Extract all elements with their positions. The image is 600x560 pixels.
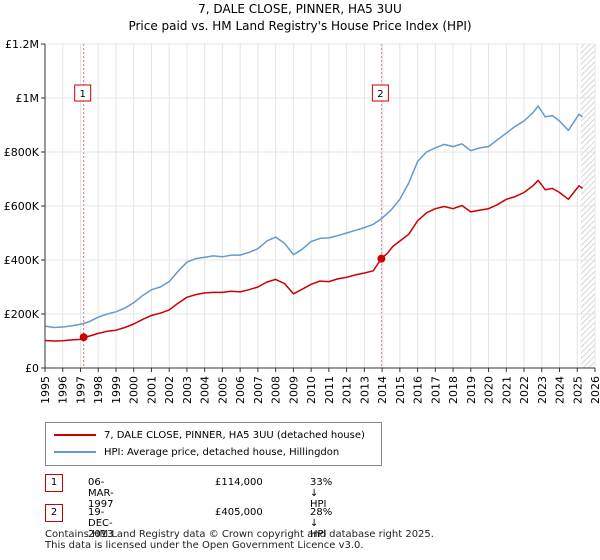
y-tick-label: £1.2M — [5, 38, 39, 51]
x-tick-label: 2005 — [216, 376, 229, 404]
transaction-price: £405,000 — [215, 507, 263, 518]
x-tick-label: 2015 — [394, 376, 407, 404]
footer: Contains HM Land Registry data © Crown c… — [45, 529, 434, 551]
x-tick-label: 2000 — [128, 376, 141, 404]
x-tick-label: 1999 — [110, 376, 123, 404]
x-tick-label: 2020 — [483, 376, 496, 404]
footer-copyright: Contains HM Land Registry data © Crown c… — [45, 529, 434, 540]
sale-point — [79, 333, 88, 342]
legend-item-property: 7, DALE CLOSE, PINNER, HA5 3UU (detached… — [54, 427, 365, 443]
x-tick-label: 2019 — [465, 376, 478, 404]
y-tick-label: £1M — [16, 92, 40, 105]
x-tick-label: 2007 — [252, 376, 265, 404]
x-tick-label: 1998 — [92, 376, 105, 404]
x-tick-label: 2008 — [270, 376, 283, 404]
x-tick-label: 1995 — [39, 376, 52, 404]
x-tick-label: 2018 — [447, 376, 460, 404]
marker-label: 2 — [377, 89, 383, 100]
legend-label-property: 7, DALE CLOSE, PINNER, HA5 3UU (detached… — [104, 429, 365, 441]
y-tick-label: £600K — [4, 200, 40, 213]
y-tick-label: £200K — [4, 308, 40, 321]
x-tick-label: 2014 — [376, 376, 389, 404]
marker-label: 1 — [79, 89, 85, 100]
legend-swatch-hpi — [54, 451, 96, 453]
legend-swatch-property — [54, 434, 96, 436]
x-tick-label: 2009 — [287, 376, 300, 404]
x-tick-label: 2004 — [199, 376, 212, 404]
y-tick-label: £0 — [25, 362, 39, 375]
x-tick-label: 2003 — [181, 376, 194, 404]
x-tick-label: 2017 — [429, 376, 442, 404]
chart-subtitle: Price paid vs. HM Land Registry's House … — [128, 19, 472, 33]
transaction-number-badge: 2 — [45, 504, 63, 522]
x-tick-label: 1997 — [74, 376, 87, 404]
legend: 7, DALE CLOSE, PINNER, HA5 3UU (detached… — [45, 422, 382, 466]
transaction-number-badge: 1 — [45, 474, 63, 492]
hpi-line — [44, 105, 584, 329]
x-tick-label: 2001 — [145, 376, 158, 404]
x-tick-label: 2025 — [571, 376, 584, 404]
chart-title: 7, DALE CLOSE, PINNER, HA5 3UU — [198, 2, 402, 16]
x-tick-label: 2013 — [358, 376, 371, 404]
x-tick-label: 2023 — [536, 376, 549, 404]
marker-label-box — [74, 84, 92, 102]
x-tick-label: 1996 — [57, 376, 70, 404]
price-chart: 1 2 1995 1996 1997 1998 1999 2000 2001 2002 2003 2… — [4, 38, 600, 404]
y-tick-label: £800K — [4, 146, 40, 159]
transaction-date: 19-DEC-2013 — [88, 507, 114, 540]
legend-item-hpi: HPI: Average price, detached house, Hill… — [54, 444, 339, 460]
transaction-hpi-diff: 33% ↓ HPI — [310, 477, 333, 510]
x-tick-label: 2016 — [412, 376, 425, 404]
footer-license: This data is licensed under the Open Gov… — [45, 540, 364, 551]
x-tick-label: 2021 — [500, 376, 513, 404]
transaction-date: 06-MAR-1997 — [88, 477, 114, 510]
x-tick-label: 2011 — [323, 376, 336, 404]
property-price-line — [44, 179, 584, 342]
sale-point — [377, 254, 386, 263]
transaction-price: £114,000 — [215, 477, 263, 488]
y-tick-label: £400K — [4, 254, 40, 267]
x-tick-label: 2026 — [589, 376, 600, 404]
x-tick-label: 2010 — [305, 376, 318, 404]
x-tick-label: 2022 — [518, 376, 531, 404]
transaction-hpi-diff: 28% ↓ HPI — [310, 507, 333, 540]
legend-label-hpi: HPI: Average price, detached house, Hill… — [104, 446, 340, 458]
x-tick-label: 2012 — [341, 376, 354, 404]
x-tick-label: 2024 — [554, 376, 567, 404]
x-tick-label: 2006 — [234, 376, 247, 404]
marker-label-box — [371, 84, 389, 102]
x-tick-label: 2002 — [163, 376, 176, 404]
